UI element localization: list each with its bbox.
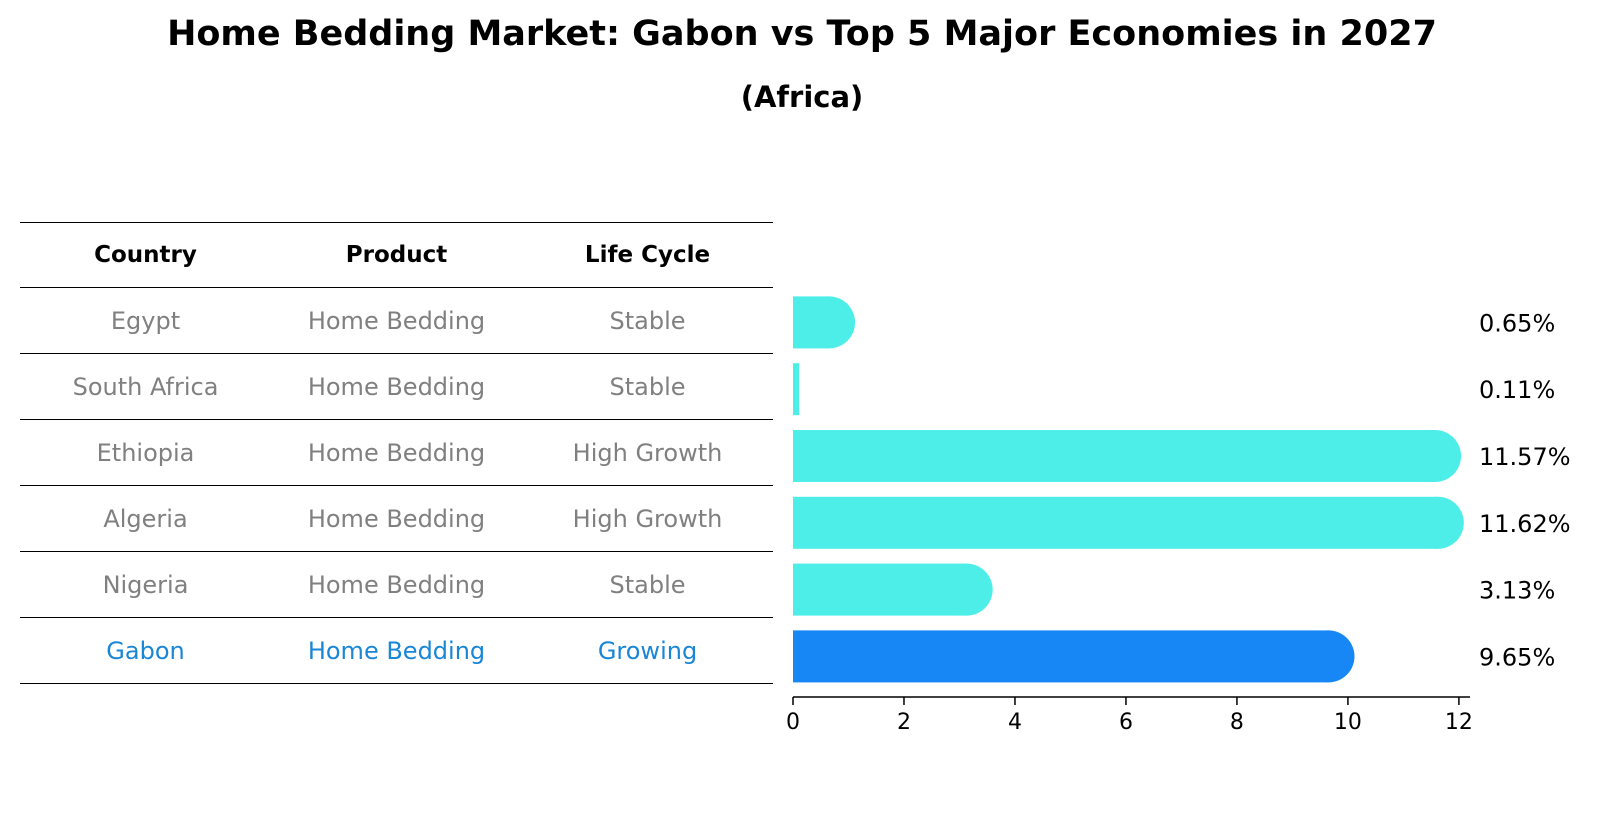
- cell-life-cycle: High Growth: [572, 438, 723, 467]
- cell-product: Home Bedding: [307, 372, 486, 401]
- cell-country: Egypt: [110, 306, 181, 335]
- bar-cap: [940, 563, 993, 616]
- x-tick-label: 0: [786, 710, 800, 735]
- cell-product: Home Bedding: [307, 438, 486, 467]
- cell-country: South Africa: [72, 372, 219, 401]
- bar: [793, 363, 800, 416]
- table-row-highlight: Gabon Home Bedding Growing: [20, 618, 773, 684]
- cell-life-cycle: Stable: [609, 306, 686, 335]
- bar: [793, 430, 1436, 482]
- x-tick-label: 12: [1445, 710, 1473, 735]
- value-label: 0.65%: [1479, 309, 1555, 337]
- cell-life-cycle: Stable: [609, 570, 686, 599]
- table-row: Egypt Home Bedding Stable: [20, 288, 773, 354]
- cell-country: Gabon: [106, 636, 185, 665]
- table-header-row: Country Product Life Cycle: [20, 222, 773, 288]
- bar-cap: [1411, 496, 1464, 549]
- x-tick-label: 6: [1119, 710, 1133, 735]
- table-row: Nigeria Home Bedding Stable: [20, 552, 773, 618]
- cell-life-cycle: Growing: [597, 636, 698, 665]
- cell-product: Home Bedding: [307, 570, 486, 599]
- x-tick-label: 2: [897, 710, 911, 735]
- header-product: Product: [345, 242, 448, 268]
- header-country: Country: [94, 242, 197, 268]
- table-row: Algeria Home Bedding High Growth: [20, 486, 773, 552]
- header-life-cycle: Life Cycle: [584, 242, 711, 268]
- cell-country: Nigeria: [102, 570, 189, 599]
- value-label: 11.57%: [1479, 443, 1571, 471]
- chart-title: Home Bedding Market: Gabon vs Top 5 Majo…: [167, 14, 1437, 54]
- x-tick-label: 10: [1334, 710, 1362, 735]
- cell-life-cycle: Stable: [609, 372, 686, 401]
- chart-subtitle: (Africa): [740, 80, 864, 114]
- cell-product: Home Bedding: [307, 636, 486, 665]
- x-tick-label: 4: [1008, 710, 1022, 735]
- cell-country: Ethiopia: [96, 438, 195, 467]
- cell-country: Algeria: [103, 504, 188, 533]
- cell-product: Home Bedding: [307, 504, 486, 533]
- bar: [793, 496, 1438, 549]
- table-row: South Africa Home Bedding Stable: [20, 354, 773, 420]
- cell-product: Home Bedding: [307, 306, 486, 335]
- bar: [793, 630, 1329, 683]
- bar: [793, 563, 967, 616]
- bar-cap: [1409, 430, 1462, 482]
- value-label: 3.13%: [1479, 577, 1555, 605]
- table-row: Ethiopia Home Bedding High Growth: [20, 420, 773, 486]
- data-table: Country Product Life Cycle Egypt Home Be…: [20, 222, 773, 684]
- value-label: 11.62%: [1479, 510, 1571, 538]
- bar-cap: [1302, 630, 1355, 683]
- bar-cap: [803, 296, 856, 349]
- cell-life-cycle: High Growth: [572, 504, 723, 533]
- x-tick-label: 8: [1230, 710, 1244, 735]
- value-label: 0.11%: [1479, 376, 1555, 404]
- value-label: 9.65%: [1479, 643, 1555, 671]
